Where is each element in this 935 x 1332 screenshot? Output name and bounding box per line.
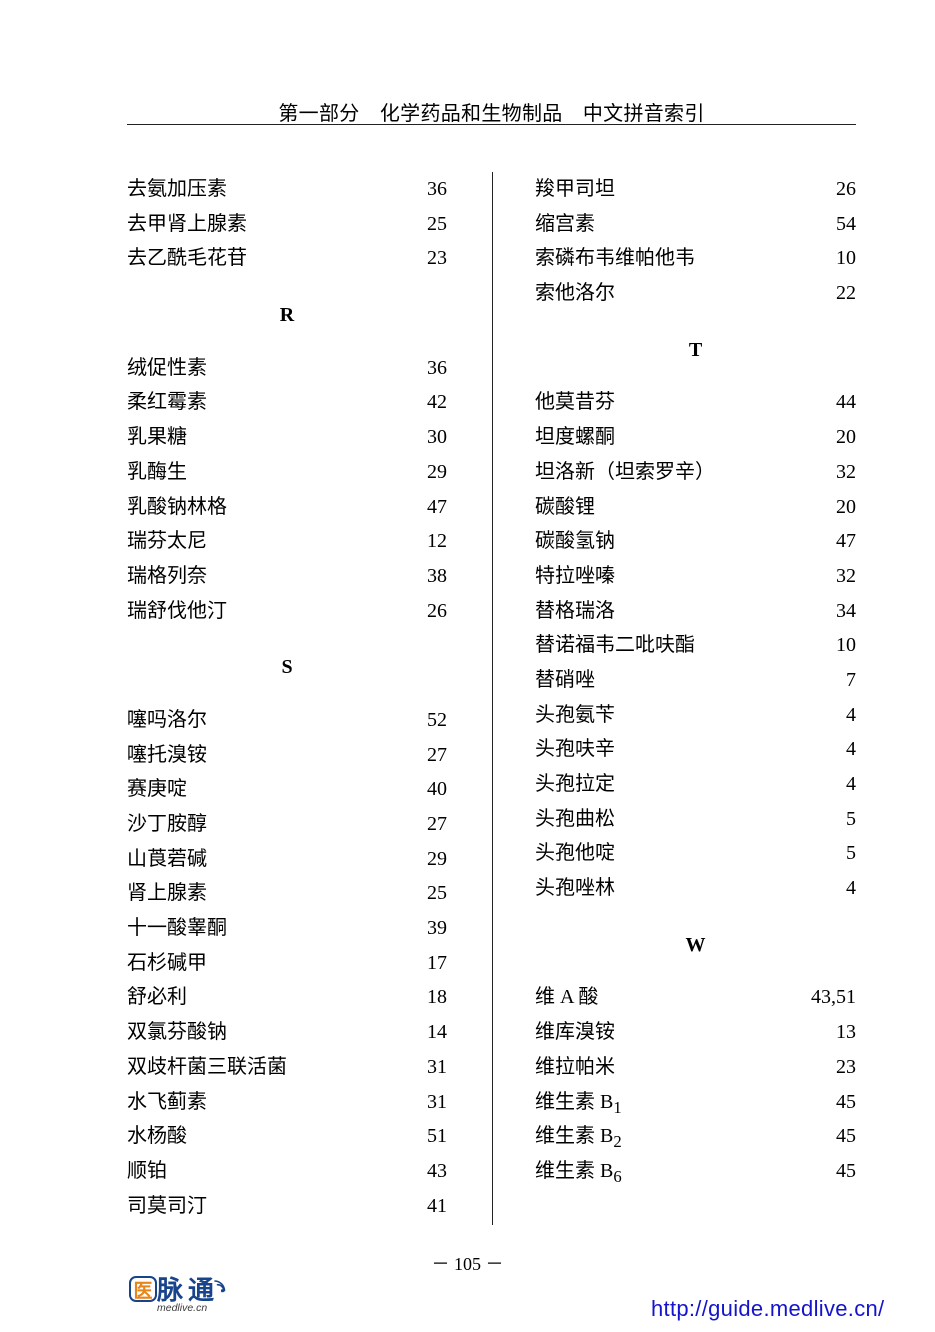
svg-text:通: 通 — [188, 1275, 214, 1305]
svg-text:medlive.cn: medlive.cn — [157, 1302, 207, 1314]
svg-text:脉: 脉 — [157, 1275, 184, 1305]
svg-text:医: 医 — [134, 1281, 153, 1302]
